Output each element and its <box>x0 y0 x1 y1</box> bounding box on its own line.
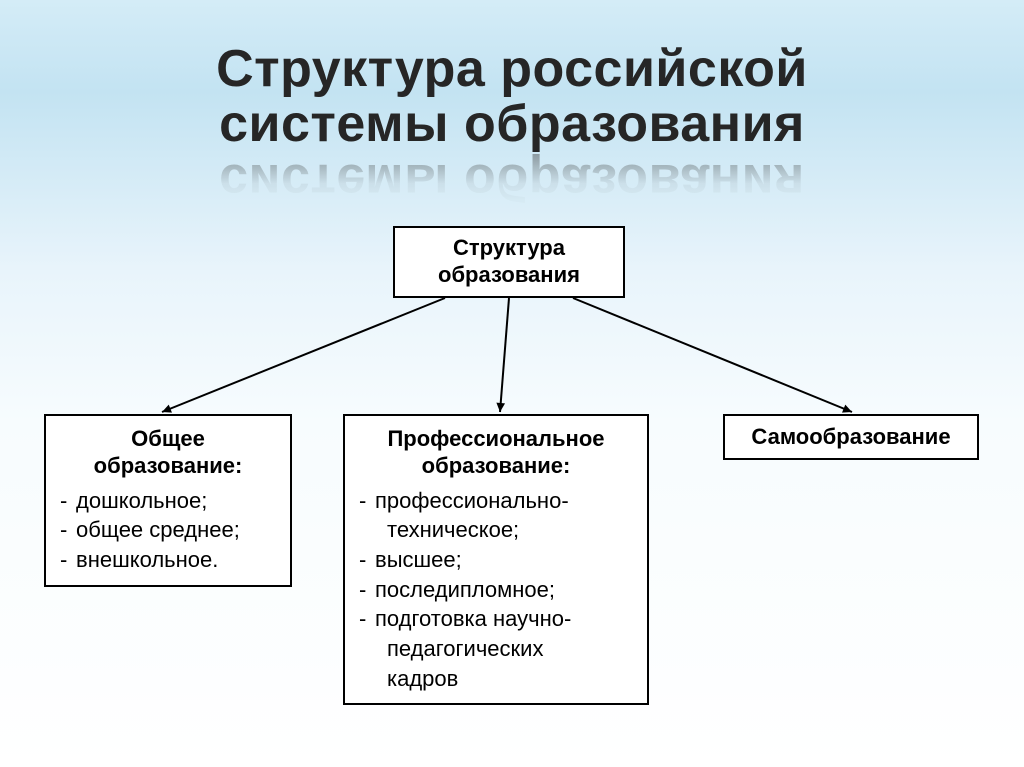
title-reflection-line: системы образования <box>219 153 805 209</box>
list-item: педагогических <box>359 634 633 664</box>
list-item: внешкольное. <box>60 545 276 575</box>
title-line-1: Структура российской <box>216 40 808 98</box>
node-mid-title-l1: Профессиональное <box>387 426 604 451</box>
node-root-title-l2: образования <box>438 262 580 287</box>
node-root: Структура образования <box>393 226 625 298</box>
node-left-title: Общее образование: <box>60 426 276 480</box>
node-mid-title-l2: образование: <box>422 453 571 478</box>
slide-title-block: Структура российской системы образования… <box>0 42 1024 209</box>
node-general-education: Общее образование: дошкольное; общее сре… <box>44 414 292 587</box>
node-left-title-l2: образование: <box>94 453 243 478</box>
list-item: кадров <box>359 664 633 694</box>
node-mid-items: профессионально- техническое; высшее; по… <box>359 486 633 694</box>
node-root-title-l1: Структура <box>453 235 565 260</box>
list-item: техническое; <box>359 515 633 545</box>
slide-title-reflection: системы образования <box>0 153 1024 209</box>
node-self-education: Самообразование <box>723 414 979 460</box>
slide-title: Структура российской системы образования <box>0 42 1024 151</box>
node-left-items: дошкольное; общее среднее; внешкольное. <box>60 486 276 575</box>
list-item: высшее; <box>359 545 633 575</box>
list-item: подготовка научно- <box>359 604 633 634</box>
list-item: последипломное; <box>359 575 633 605</box>
node-right-title: Самообразование <box>751 424 950 451</box>
node-professional-education: Профессиональное образование: профессион… <box>343 414 649 705</box>
list-item: дошкольное; <box>60 486 276 516</box>
node-right-title-l1: Самообразование <box>751 424 950 449</box>
title-line-2: системы образования <box>219 95 805 153</box>
list-item: общее среднее; <box>60 515 276 545</box>
list-item: профессионально- <box>359 486 633 516</box>
node-mid-title: Профессиональное образование: <box>359 426 633 480</box>
node-left-title-l1: Общее <box>131 426 205 451</box>
node-root-title: Структура образования <box>438 235 580 289</box>
